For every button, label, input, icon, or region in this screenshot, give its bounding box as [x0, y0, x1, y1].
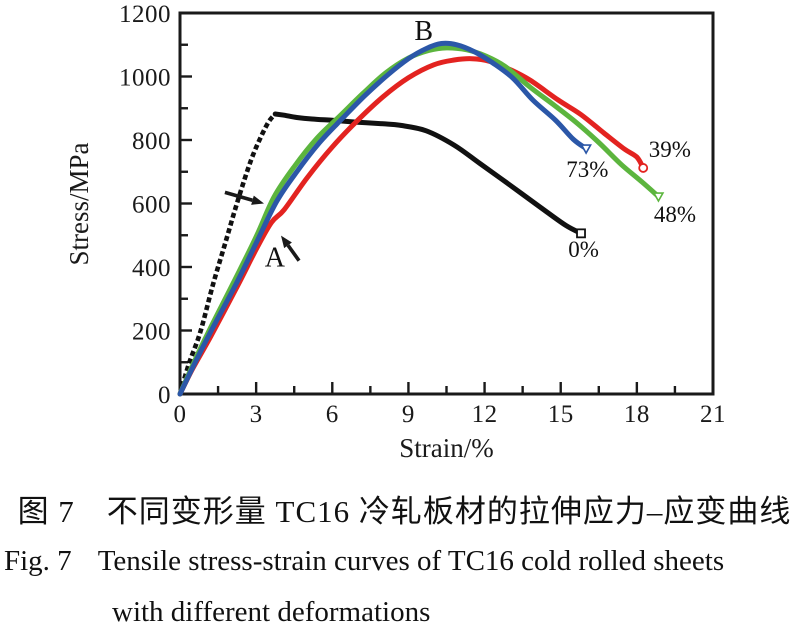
- annotation-label-48pct: 48%: [654, 202, 696, 227]
- x-tick-label-3: 3: [250, 401, 263, 428]
- caption-english-line2: with different deformations: [112, 596, 431, 628]
- annotation-arrow-line-0: [224, 190, 253, 202]
- x-axis-title: Strain/%: [399, 433, 494, 463]
- y-tick-label-0: 0: [158, 382, 171, 409]
- y-tick-label-1200: 1200: [119, 1, 171, 28]
- annotation-label-0pct: 0%: [568, 237, 599, 262]
- x-tick-label-12: 12: [472, 401, 498, 428]
- stress-strain-chart: 0 3 6 9 12 15 18 21 0 200 400 600 800 1000 1200 Strain/…: [64, 1, 726, 463]
- chart-frame: [178, 11, 715, 396]
- annotation-arrow-line-1: [286, 244, 301, 262]
- end-marker-48pct: [652, 192, 665, 203]
- end-marker-39pct: [638, 163, 649, 173]
- curve-0pct: [272, 111, 584, 236]
- annotation-arrowhead-1: [281, 235, 292, 249]
- end-marker-0pct: [576, 228, 586, 239]
- x-tick-label-6: 6: [326, 401, 339, 428]
- caption-chinese: 图 7 不同变形量 TC16 冷轧板材的拉伸应力–应变曲线: [17, 494, 792, 529]
- x-tick-label-18: 18: [624, 401, 650, 428]
- y-tick-label-200: 200: [132, 319, 171, 346]
- annotation-label-B: B: [414, 16, 433, 47]
- annotation-arrowhead-0: [251, 195, 265, 205]
- y-tick-label-800: 800: [132, 128, 171, 155]
- curve-73pct: [177, 40, 589, 397]
- annotation-label-73pct: 73%: [566, 157, 608, 182]
- caption-english-text: Tensile stress-strain curves of TC16 col…: [97, 545, 725, 577]
- x-tick-label-9: 9: [402, 401, 415, 428]
- curve-39pct: [177, 56, 646, 397]
- end-marker-73pct: [580, 144, 592, 155]
- annotation-label-A: A: [265, 243, 286, 274]
- x-tick-label-0: 0: [174, 401, 187, 428]
- x-tick-label-21: 21: [700, 401, 726, 428]
- y-tick-label-600: 600: [132, 192, 171, 219]
- figure-number-label: Fig. 7: [4, 545, 72, 577]
- curve-rise-0pct: [177, 112, 277, 395]
- annotation-label-39pct: 39%: [649, 137, 691, 162]
- y-tick-label-1000: 1000: [119, 65, 171, 92]
- curve-48pct: [177, 45, 661, 397]
- y-tick-label-400: 400: [132, 255, 171, 282]
- caption-english-line1: Fig. 7 Tensile stress-strain curves of TC…: [4, 545, 724, 578]
- y-axis-title: Stress/MPa: [64, 142, 94, 265]
- x-tick-label-15: 15: [548, 401, 574, 428]
